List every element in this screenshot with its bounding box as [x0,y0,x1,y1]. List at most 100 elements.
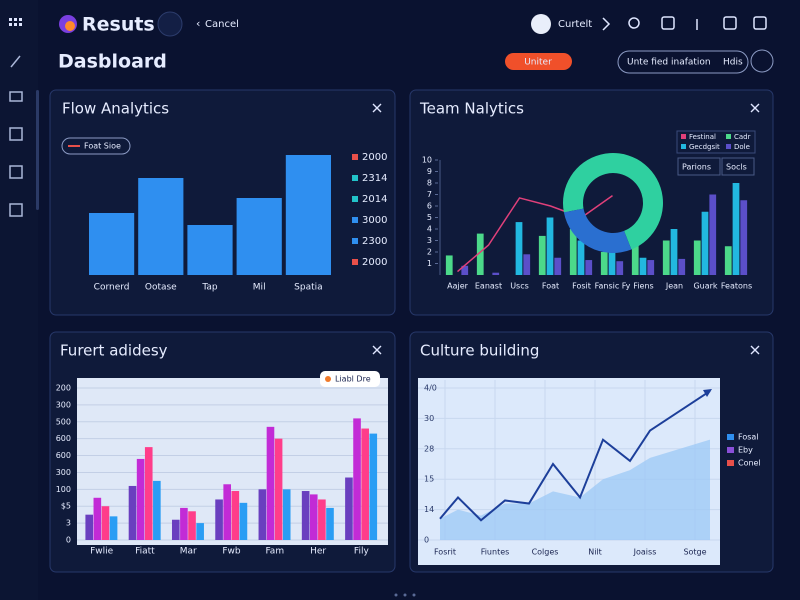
legend-label: Foat Sioe [84,142,121,151]
line [457,195,613,273]
bar [223,484,231,540]
y-tick-label: 300 [56,468,71,477]
bar [180,507,188,540]
legend-label: Dole [734,143,750,151]
bar [569,229,577,275]
donut-slice [562,153,663,250]
app-name: Resuts [82,14,155,36]
edit-icon[interactable] [10,55,21,68]
legend-swatch [726,134,731,139]
bar [361,428,369,540]
sync-button[interactable] [157,11,183,37]
nav-icon[interactable] [602,17,611,31]
bar [538,235,546,275]
back-arrow[interactable]: ‹ [196,17,200,30]
share-icon[interactable] [753,16,767,30]
close-buttons[interactable] [372,103,760,355]
bar [492,272,500,275]
bar [318,499,326,540]
legend-label: Fosal [738,433,759,442]
panel-title: Culture building [420,342,539,360]
save-icon[interactable] [723,16,737,30]
x-tick-label: Mil [253,283,266,293]
bar [85,514,94,540]
calendar-icon[interactable] [661,16,675,30]
y-tick-label: 15 [424,475,434,484]
alert-icon[interactable] [9,165,23,179]
bar [326,507,334,540]
bar [196,523,204,540]
x-tick-label: Featons [721,282,752,291]
page-title: Dasbloard [58,51,167,73]
arrow-head [703,389,712,398]
bar [577,240,585,275]
avatar[interactable] [531,14,551,34]
filter-action[interactable]: Hdis [723,58,743,68]
user-name[interactable]: Curtelt [558,19,592,30]
back-link[interactable]: Cancel [205,19,239,30]
x-tick-label: Fwb [222,547,241,557]
bar [239,502,248,540]
primary-button[interactable] [505,53,572,70]
x-tick-label: Eanast [475,282,502,291]
y-tick-label: 0 [424,536,429,545]
bar [631,238,639,275]
y-tick-label: 14 [424,505,434,514]
bar [369,433,378,540]
side-swatch [352,196,358,202]
donut-slice [563,208,632,254]
bar [546,217,554,275]
x-tick-label: Fiens [633,282,653,291]
bar [647,260,655,275]
list-icon[interactable] [9,203,23,217]
logo-accent [65,21,75,31]
y-tick-label: 7 [427,190,432,199]
x-tick-label: Fam [265,547,284,557]
y-tick-label: 5 [427,213,432,222]
y-tick-label: 600 [56,451,71,460]
toolbar-icons[interactable] [602,16,767,31]
menu-icon[interactable] [9,18,22,26]
sidebar-icons[interactable] [9,18,23,217]
bar [301,491,310,540]
side-swatch [352,259,358,265]
y-tick-label: $5 [61,502,71,511]
bar [662,240,670,275]
search-button[interactable] [750,49,774,73]
bar [732,183,740,275]
search-icon[interactable] [628,17,640,29]
legend-swatch [726,144,731,149]
x-tick-label: Fily [354,547,370,557]
tag-label: Parions [682,163,711,172]
bar [554,257,562,275]
close-button[interactable] [372,345,382,355]
y-tick-label: 9 [427,167,432,176]
y-tick-label: 4/0 [424,384,437,393]
side-swatch [352,238,358,244]
doc-icon[interactable] [9,127,23,141]
x-tick-label: Her [310,547,326,557]
legend-label: Festinal [689,133,716,141]
tag [677,157,721,176]
side-swatch [352,175,358,181]
folder-icon[interactable] [9,91,23,102]
bar [701,211,709,275]
bar [236,198,282,275]
bar [89,213,135,275]
close-button[interactable] [750,103,760,113]
bar [309,494,318,540]
x-tick-label: Fansic Fy [595,282,631,291]
x-tick-label: Spatia [294,283,323,293]
primary-button-label[interactable]: Uniter [524,58,552,68]
close-button[interactable] [372,103,382,113]
bar [585,260,593,275]
bar [187,225,233,275]
legend-label: Conel [738,459,761,468]
bar [215,499,223,540]
side-label: 2314 [362,173,387,184]
panel-title: Flow Analytics [62,100,169,118]
close-button[interactable] [750,345,760,355]
filter-label[interactable]: Unte fied inafation [627,58,711,68]
filter-pill[interactable] [617,50,749,74]
bar [136,458,145,540]
